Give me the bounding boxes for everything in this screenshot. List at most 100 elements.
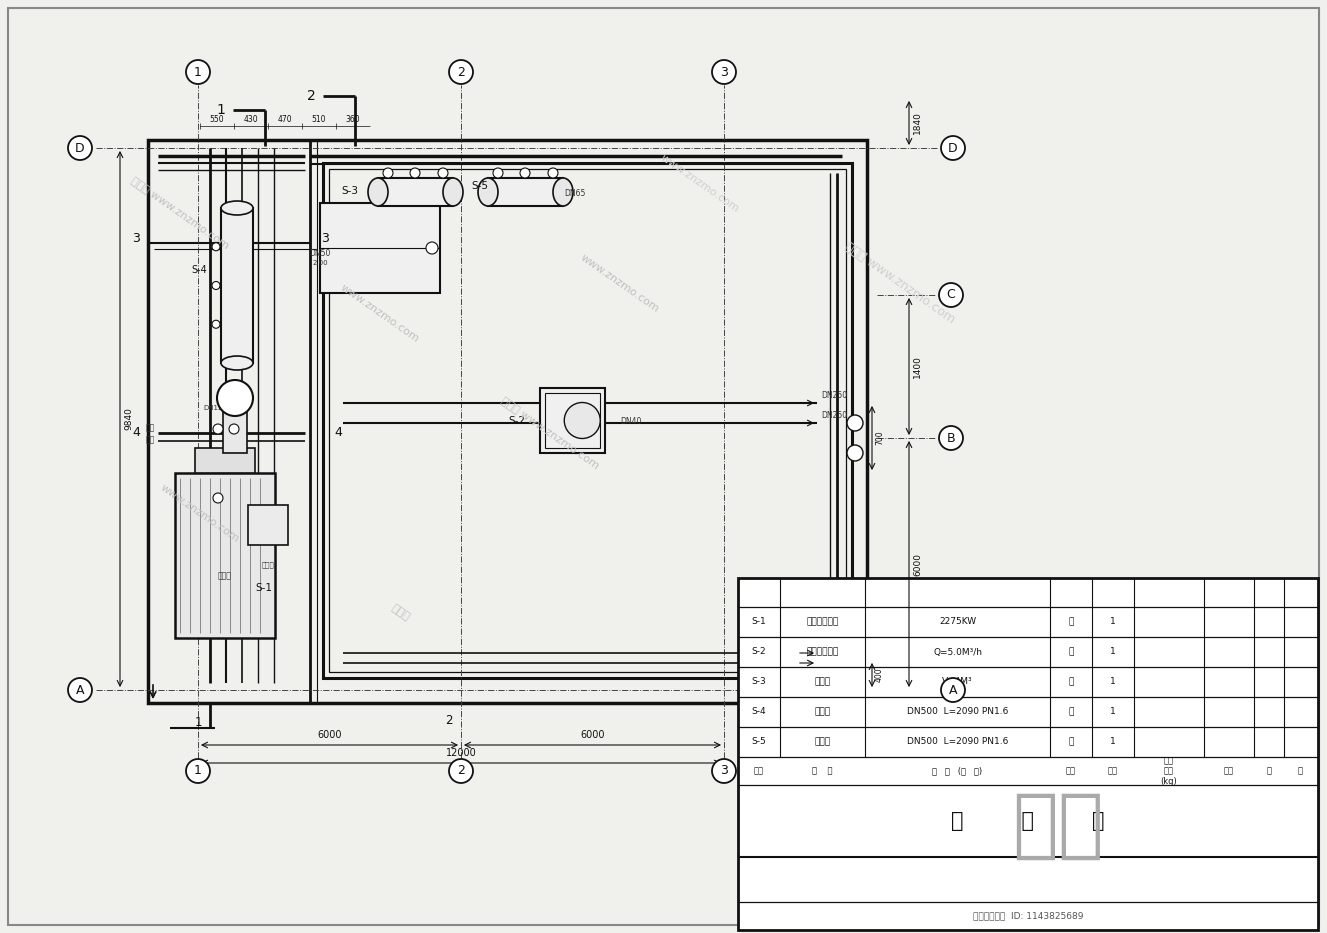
Text: 散热: 散热 <box>146 436 155 444</box>
Text: 3: 3 <box>721 764 729 777</box>
Bar <box>222 208 253 363</box>
Circle shape <box>426 242 438 254</box>
Circle shape <box>548 168 557 178</box>
Circle shape <box>941 678 965 702</box>
Circle shape <box>410 168 421 178</box>
Bar <box>223 408 247 453</box>
Text: 性   能   (规   格): 性 能 (规 格) <box>933 767 982 775</box>
Text: S-4: S-4 <box>751 707 766 717</box>
Text: 名    备: 名 备 <box>812 767 833 775</box>
Text: 1400: 1400 <box>913 355 922 378</box>
Text: 注: 注 <box>1298 767 1303 775</box>
Circle shape <box>847 415 863 431</box>
Bar <box>195 448 255 473</box>
Text: S-5: S-5 <box>751 737 767 746</box>
Circle shape <box>186 759 210 783</box>
Text: DN250: DN250 <box>821 392 847 400</box>
Text: 知末网 www.znzmo.com: 知末网 www.znzmo.com <box>129 175 231 251</box>
Text: 360: 360 <box>346 116 361 124</box>
Text: D: D <box>949 142 958 155</box>
Text: 补水: 补水 <box>224 390 232 397</box>
Text: 知末网 www.znzmo.com: 知末网 www.znzmo.com <box>843 240 958 326</box>
Circle shape <box>847 445 863 461</box>
Text: 6000: 6000 <box>580 730 605 740</box>
Text: S-5: S-5 <box>471 181 488 191</box>
Text: www.znzmo.com: www.znzmo.com <box>579 252 661 313</box>
Circle shape <box>438 168 449 178</box>
Circle shape <box>564 402 600 439</box>
Text: 510: 510 <box>312 116 326 124</box>
Text: 换热站平面图  ID: 1143825689: 换热站平面图 ID: 1143825689 <box>973 912 1083 921</box>
Text: 6000: 6000 <box>317 730 342 740</box>
Text: DN65: DN65 <box>564 188 585 198</box>
Text: 单位: 单位 <box>1066 767 1076 775</box>
Text: S-3: S-3 <box>751 677 767 687</box>
Circle shape <box>713 60 736 84</box>
Text: 9840: 9840 <box>123 408 133 430</box>
Text: Q=5.0M³/h: Q=5.0M³/h <box>933 648 982 657</box>
Ellipse shape <box>443 178 463 206</box>
Text: DN125: DN125 <box>203 405 227 411</box>
Text: 550: 550 <box>210 116 224 124</box>
Text: S-1: S-1 <box>751 618 767 626</box>
Text: 1: 1 <box>1111 737 1116 746</box>
Text: D: D <box>76 142 85 155</box>
Text: 700: 700 <box>874 431 884 445</box>
Text: B: B <box>946 431 955 444</box>
Circle shape <box>230 424 239 434</box>
Bar <box>738 578 1318 930</box>
Text: 1: 1 <box>1111 707 1116 717</box>
Circle shape <box>214 424 223 434</box>
Bar <box>175 473 275 638</box>
Text: 献热: 献热 <box>146 424 155 433</box>
Text: 2.00: 2.00 <box>312 260 328 266</box>
Circle shape <box>449 759 472 783</box>
Text: 知末网 www.znzmo.com: 知末网 www.znzmo.com <box>499 396 601 470</box>
Ellipse shape <box>478 178 498 206</box>
Circle shape <box>68 678 92 702</box>
Text: A: A <box>949 684 957 697</box>
Text: 附图: 附图 <box>1223 767 1234 775</box>
Bar <box>149 140 867 703</box>
Circle shape <box>186 60 210 84</box>
Circle shape <box>940 426 963 450</box>
Circle shape <box>384 168 393 178</box>
Circle shape <box>212 282 220 289</box>
Text: 台: 台 <box>1068 648 1074 657</box>
Bar <box>488 178 563 206</box>
Text: DN500  L=2090 PN1.6: DN500 L=2090 PN1.6 <box>906 737 1009 746</box>
Text: 3: 3 <box>321 231 329 244</box>
Text: 4: 4 <box>133 426 139 439</box>
Text: 6000: 6000 <box>913 552 922 576</box>
Text: DN250: DN250 <box>821 411 847 421</box>
Bar <box>378 178 453 206</box>
Bar <box>540 388 605 453</box>
Text: S-4: S-4 <box>191 265 207 275</box>
Circle shape <box>520 168 529 178</box>
Text: 2: 2 <box>456 65 464 78</box>
Text: 台: 台 <box>1068 737 1074 746</box>
Text: 控制柜: 控制柜 <box>218 572 232 580</box>
Circle shape <box>214 493 223 503</box>
Text: 4: 4 <box>334 426 342 439</box>
Text: 注: 注 <box>1266 767 1271 775</box>
Text: 知末网: 知末网 <box>389 604 411 623</box>
Text: www.znzmo.com: www.znzmo.com <box>338 282 421 344</box>
Text: 2: 2 <box>446 715 453 728</box>
Text: S-2: S-2 <box>508 416 525 426</box>
Text: 序号: 序号 <box>754 767 764 775</box>
Circle shape <box>212 243 220 251</box>
Ellipse shape <box>368 178 387 206</box>
Circle shape <box>713 759 736 783</box>
Bar <box>322 163 852 678</box>
Circle shape <box>449 60 472 84</box>
Text: DN50: DN50 <box>309 248 330 258</box>
Text: 1: 1 <box>216 103 226 117</box>
Bar <box>545 393 600 448</box>
Text: 设        备        表: 设 备 表 <box>951 811 1105 831</box>
Text: www.znzmo.com: www.znzmo.com <box>159 482 242 544</box>
Circle shape <box>68 136 92 160</box>
Ellipse shape <box>222 201 253 215</box>
Ellipse shape <box>553 178 573 206</box>
Text: 1: 1 <box>1111 677 1116 687</box>
